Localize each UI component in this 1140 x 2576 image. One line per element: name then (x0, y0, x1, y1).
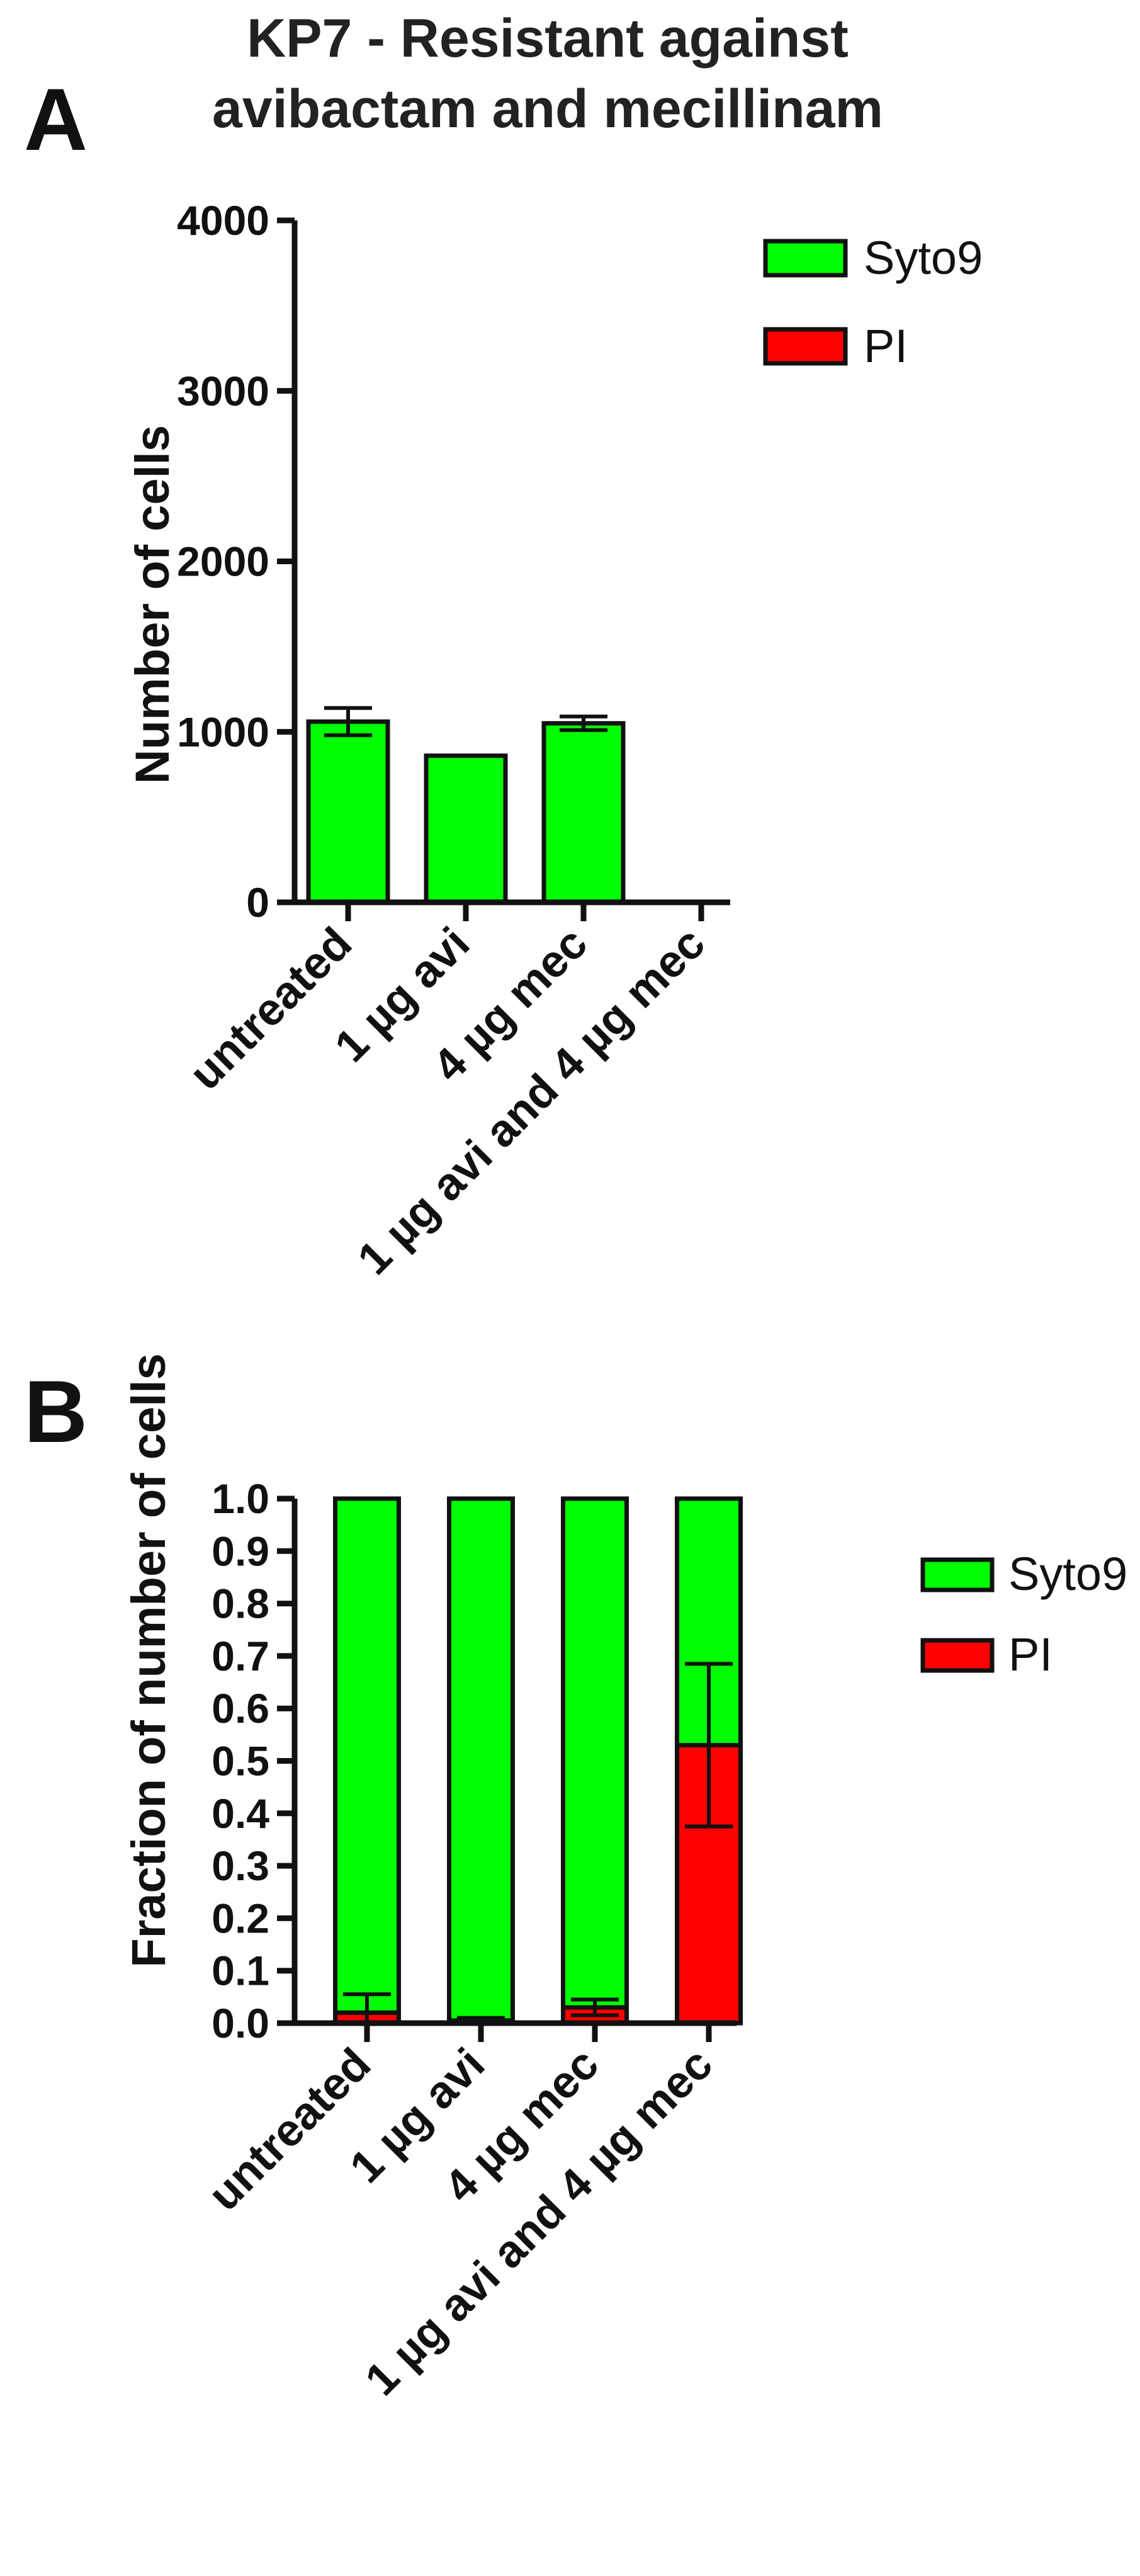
panel-a-y-ticks: 0 1000 2000 3000 4000 (177, 197, 295, 926)
panel-b-y-tick-label: 0.5 (212, 1738, 269, 1784)
panel-b-y-ticks: 0.0 0.1 0.2 0.3 0.4 0.5 0.6 0.7 0.8 0.9 1.0 (212, 1475, 295, 2046)
panel-b-bars (333, 1496, 743, 2026)
panel-b-y-tick-label: 0.4 (212, 1790, 269, 1837)
panel-b-error-bars (343, 1662, 733, 2023)
panel-a-error-bar-pi-4-g-mec (560, 714, 607, 732)
panel-a-y-tick-label: 1000 (177, 708, 269, 755)
panel-a: A KP7 - Resistant against avibactam and … (24, 8, 983, 1285)
panel-a-legend-pi-label: PI (864, 320, 908, 372)
panel-a-bar-syto9-4-g-mec (541, 721, 626, 905)
panel-a-letter: A (24, 70, 87, 169)
panel-b-error-bar-pi-1-g-avi-and-4-g-mec (685, 1662, 733, 1829)
panel-a-x-tick-label-untreated: untreated (180, 918, 362, 1100)
panel-b-legend-syto9-swatch (920, 1557, 995, 1592)
panel-a-title-line-2: avibactam and mecillinam (212, 79, 883, 139)
panel-b-bar-syto9-untreated (333, 1496, 401, 2015)
panel-b-error-bar-pi-4-g-mec (571, 1997, 619, 2017)
panel-a-y-axis-label: Number of cells (126, 425, 179, 784)
panel-b-legend-pi-swatch (920, 1638, 995, 1673)
panel-b-y-axis-label: Fraction of number of cells (122, 1353, 176, 1967)
panel-a-y-tick-label: 4000 (177, 197, 269, 244)
panel-b-legend-syto9-label: Syto9 (1008, 1548, 1127, 1600)
panel-a-y-tick-label: 3000 (177, 368, 269, 414)
panel-b-bar-syto9-4-g-mec (561, 1496, 629, 2010)
panel-a-bar-syto9-1-g-avi (424, 753, 508, 905)
panel-a-legend-pi-swatch (763, 327, 848, 366)
panel-a-legend-syto9-swatch (763, 239, 848, 278)
panel-b-y-tick-label: 0.2 (212, 1895, 269, 1941)
panel-b-y-tick-label: 0.6 (212, 1685, 269, 1732)
panel-b-y-tick-label: 0.3 (212, 1842, 269, 1889)
panel-a-error-bars (324, 706, 607, 737)
panel-b-y-tick-label: 1.0 (212, 1475, 269, 1522)
panel-b-letter: B (24, 1362, 87, 1461)
panel-b-bar-syto9-1-g-avi (447, 1496, 515, 2023)
panel-b-error-bar-pi-untreated (343, 1992, 391, 2023)
panel-b-x-tick-label-untreated: untreated (199, 2039, 381, 2221)
panel-b-y-tick-label: 0.1 (212, 1948, 269, 1994)
panel-b-legend: Syto9 PI (920, 1548, 1127, 1681)
panel-a-error-bar-pi-untreated (324, 706, 372, 737)
panel-b-legend-pi-label: PI (1008, 1628, 1053, 1681)
panel-a-bars (306, 719, 626, 905)
panel-a-legend: Syto9 PI (763, 232, 983, 372)
panel-b-y-tick-label: 0.8 (212, 1580, 269, 1627)
panel-a-legend-syto9-label: Syto9 (864, 232, 983, 284)
panel-a-title-line-1: KP7 - Resistant against (247, 8, 849, 69)
panel-b-y-tick-label: 0.7 (212, 1633, 269, 1679)
panel-a-bar-syto9-untreated (306, 719, 390, 905)
panel-b-axes (291, 1499, 736, 2026)
panel-b-y-tick-label: 0.0 (212, 2000, 269, 2046)
panel-a-y-tick-label: 0 (246, 879, 269, 926)
panel-b-y-tick-label: 0.9 (212, 1528, 269, 1574)
panel-a-y-tick-label: 2000 (177, 538, 269, 585)
panel-b: B Fraction of number of cells 0.00.10.20… (24, 1353, 1127, 2405)
